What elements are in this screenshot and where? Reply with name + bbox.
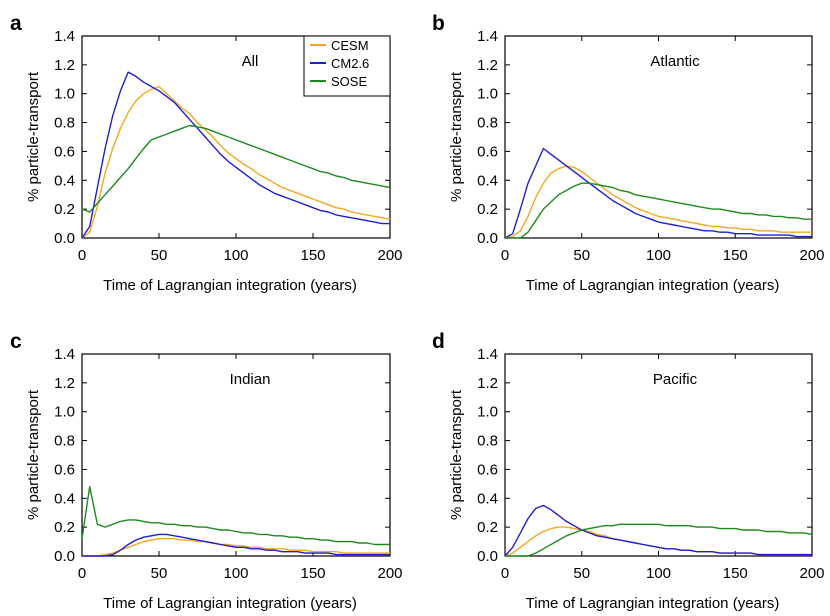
panel-b-letter: b bbox=[432, 12, 445, 35]
panel-b-xtick-label-4: 200 bbox=[799, 247, 824, 264]
panel-d-xtick-label-4: 200 bbox=[799, 565, 824, 582]
panel-d-ytick-label-5: 1.0 bbox=[477, 404, 498, 421]
panel-c-ytick-label-2: 0.4 bbox=[54, 490, 75, 507]
panel-a-xlabel: Time of Lagrangian integration (years) bbox=[103, 277, 357, 294]
panel-a-xtick-label-4: 200 bbox=[377, 247, 402, 264]
panel-a-ytick-label-7: 1.4 bbox=[54, 28, 75, 45]
panel-b-xtick-label-0: 0 bbox=[501, 247, 509, 264]
panel-a-ytick-label-6: 1.2 bbox=[54, 57, 75, 74]
panel-d-xtick-label-0: 0 bbox=[501, 565, 509, 582]
panel-c-xtick-label-2: 100 bbox=[223, 565, 248, 582]
panel-b-ytick-label-2: 0.4 bbox=[477, 172, 498, 189]
panel-d-ytick-label-4: 0.8 bbox=[477, 433, 498, 450]
panel-c: c 0.0 0.2 0.4 0.6 0.8 1.0 1.2 1.4 0 50 100 150 200 Tim… bbox=[10, 330, 403, 612]
panel-a-legend-label-0: CESM bbox=[331, 38, 369, 53]
panel-a-xtick-label-1: 50 bbox=[151, 247, 168, 264]
panel-c-xtick-label-4: 200 bbox=[377, 565, 402, 582]
panel-a-series-sose bbox=[81, 124, 391, 213]
panel-a-ytick-label-2: 0.4 bbox=[54, 172, 75, 189]
panel-d-ylabel: % particle-transport bbox=[448, 389, 465, 520]
panel-d: d 0.0 0.2 0.4 0.6 0.8 1.0 1.2 1.4 0 50 100 150 200 Tim… bbox=[432, 330, 825, 612]
panel-a-ytick-label-3: 0.6 bbox=[54, 143, 75, 160]
panel-d-xtick-label-3: 150 bbox=[723, 565, 748, 582]
panel-a-letter: a bbox=[10, 12, 22, 35]
panel-c-ytick-label-3: 0.6 bbox=[54, 461, 75, 478]
panel-c-xlabel: Time of Lagrangian integration (years) bbox=[103, 595, 357, 612]
panel-d-title: Pacific bbox=[653, 371, 698, 388]
panel-b-ylabel: % particle-transport bbox=[448, 71, 465, 202]
panel-d-series-sose bbox=[505, 523, 813, 557]
panel-a-xtick-label-3: 150 bbox=[300, 247, 325, 264]
panel-d-xtick-label-2: 100 bbox=[646, 565, 671, 582]
panel-d-letter: d bbox=[432, 330, 445, 353]
panel-d-xtick-label-1: 50 bbox=[573, 565, 590, 582]
panel-b-ytick-label-6: 1.2 bbox=[477, 57, 498, 74]
panel-c-ytick-label-7: 1.4 bbox=[54, 346, 75, 363]
panel-c-ytick-label-6: 1.2 bbox=[54, 375, 75, 392]
panel-c-ytick-label-1: 0.2 bbox=[54, 519, 75, 536]
panel-c-series-cm2-6 bbox=[82, 533, 390, 557]
panel-a-ytick-label-1: 0.2 bbox=[54, 201, 75, 218]
panel-b-title: Atlantic bbox=[650, 53, 700, 70]
panel-d-ytick-label-3: 0.6 bbox=[477, 461, 498, 478]
panel-c-ytick-label-0: 0.0 bbox=[54, 548, 75, 565]
panel-d-ytick-label-1: 0.2 bbox=[477, 519, 498, 536]
panel-c-series-cesm bbox=[82, 538, 390, 557]
panel-a-xtick-label-0: 0 bbox=[78, 247, 86, 264]
panel-b-series-cm2-6 bbox=[504, 147, 812, 239]
panel-a-title: All bbox=[242, 53, 259, 70]
panel-b-ytick-label-7: 1.4 bbox=[477, 28, 498, 45]
panel-a-legend-label-2: SOSE bbox=[331, 74, 367, 89]
panel-b: b 0.0 0.2 0.4 0.6 0.8 1.0 1.2 1.4 0 50 100 150 200 Tim… bbox=[432, 12, 825, 294]
panel-c-xtick-label-0: 0 bbox=[78, 565, 86, 582]
panel-c-ytick-label-5: 1.0 bbox=[54, 404, 75, 421]
panel-b-series-sose bbox=[505, 182, 812, 239]
panel-a-ytick-label-0: 0.0 bbox=[54, 230, 75, 247]
panel-c-letter: c bbox=[10, 330, 22, 353]
panel-a-series-cm2-6 bbox=[81, 71, 390, 239]
panel-a-ytick-label-5: 1.0 bbox=[54, 86, 75, 103]
panel-d-ytick-label-0: 0.0 bbox=[477, 548, 498, 565]
panel-b-series-cesm bbox=[504, 165, 812, 239]
panel-a-ytick-label-4: 0.8 bbox=[54, 115, 75, 132]
panel-b-ytick-label-0: 0.0 bbox=[477, 230, 498, 247]
panel-c-xtick-label-3: 150 bbox=[300, 565, 325, 582]
panel-b-ytick-label-1: 0.2 bbox=[477, 201, 498, 218]
panel-b-ytick-label-4: 0.8 bbox=[477, 115, 498, 132]
panel-b-xlabel: Time of Lagrangian integration (years) bbox=[526, 277, 780, 294]
panel-a: a 0.0 0.2 0.4 0.6 0.8 1.0 1.2 1.4 0 50 100 150 200 Tim… bbox=[10, 12, 403, 294]
panel-c-title: Indian bbox=[230, 371, 271, 388]
panel-a-xtick-label-2: 100 bbox=[223, 247, 248, 264]
panel-c-ylabel: % particle-transport bbox=[25, 389, 42, 520]
panel-d-ytick-label-2: 0.4 bbox=[477, 490, 498, 507]
panel-a-legend-label-1: CM2.6 bbox=[331, 56, 369, 71]
panel-a-ylabel: % particle-transport bbox=[25, 71, 42, 202]
panel-c-xtick-label-1: 50 bbox=[151, 565, 168, 582]
panel-b-xtick-label-1: 50 bbox=[573, 247, 590, 264]
panel-c-ytick-label-4: 0.8 bbox=[54, 433, 75, 450]
panel-b-xtick-label-3: 150 bbox=[723, 247, 748, 264]
panel-d-series-cm2-6 bbox=[504, 504, 812, 557]
panel-b-xtick-label-2: 100 bbox=[646, 247, 671, 264]
panel-a-series-cesm bbox=[81, 85, 391, 239]
panel-d-ytick-label-6: 1.2 bbox=[477, 375, 498, 392]
panel-d-ytick-label-7: 1.4 bbox=[477, 346, 498, 363]
panel-d-xlabel: Time of Lagrangian integration (years) bbox=[526, 595, 780, 612]
panel-c-series-sose bbox=[81, 486, 390, 546]
panel-b-ytick-label-5: 1.0 bbox=[477, 86, 498, 103]
panel-b-ytick-label-3: 0.6 bbox=[477, 143, 498, 160]
